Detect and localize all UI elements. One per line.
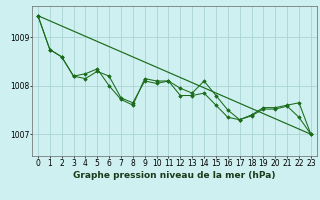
X-axis label: Graphe pression niveau de la mer (hPa): Graphe pression niveau de la mer (hPa)	[73, 171, 276, 180]
